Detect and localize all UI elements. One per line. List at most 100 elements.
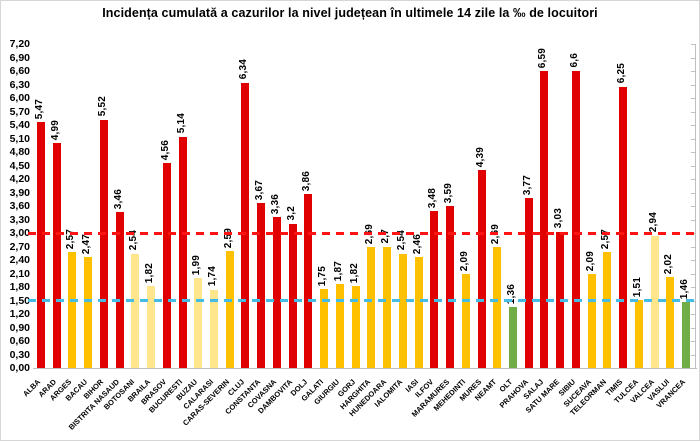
y-axis-tick-label: 2,10 xyxy=(9,267,30,280)
bar-ialomita xyxy=(398,253,407,368)
bar-value-label: 1,99 xyxy=(191,255,203,276)
y-axis-tick-mark xyxy=(691,273,695,275)
bar-bacau xyxy=(84,256,93,368)
bar-value-label: 4,56 xyxy=(159,139,171,160)
y-axis-tick-label: 5,40 xyxy=(9,119,30,131)
bar-value-label: 6,25 xyxy=(616,63,628,84)
y-axis-tick-label: 1,80 xyxy=(9,281,30,293)
bar-galati xyxy=(320,289,329,368)
bar-mehedinti xyxy=(461,273,470,368)
bar-value-label: 2,46 xyxy=(411,234,423,255)
bar-value-label: 2,02 xyxy=(663,253,675,275)
y-axis-tick-label: 3,30 xyxy=(9,213,30,226)
bar-value-label: 3,03 xyxy=(553,208,565,229)
bar-bihor xyxy=(99,119,108,368)
y-axis-tick-label: 0,30 xyxy=(9,348,30,361)
y-axis-tick-label: 3,90 xyxy=(9,186,30,199)
bar-arad xyxy=(52,143,61,368)
y-axis-tick-mark xyxy=(691,219,695,221)
y-axis-tick-label: 0,90 xyxy=(9,321,30,334)
bar-bucuresti xyxy=(178,136,187,368)
bar-alba xyxy=(36,121,45,368)
bar-teleorman xyxy=(603,252,612,368)
bar-sibiu xyxy=(571,71,580,368)
blue-threshold-1.50 xyxy=(28,299,697,302)
y-axis-tick-label: 3,60 xyxy=(9,200,30,212)
bar-value-label: 6,6 xyxy=(568,53,580,68)
bar-cluj xyxy=(241,82,250,368)
y-axis-tick-mark xyxy=(691,179,695,180)
bar-value-label: 1,46 xyxy=(679,279,691,300)
bar-value-label: 5,14 xyxy=(175,113,187,134)
y-axis-tick-label: 6,90 xyxy=(9,51,30,64)
bar-salaj xyxy=(540,71,549,368)
y-axis-tick-label: 6,60 xyxy=(9,65,30,77)
bar-value-label: 1,75 xyxy=(317,265,329,287)
bar-value-label: 6,34 xyxy=(238,59,250,80)
y-axis-tick-mark xyxy=(691,327,695,329)
y-axis-tick-mark xyxy=(691,192,695,194)
bar-timis xyxy=(619,86,628,368)
bar-gorj xyxy=(351,286,360,368)
bar-value-label: 3,48 xyxy=(427,188,439,209)
y-axis-tick-mark xyxy=(691,138,695,140)
y-axis-tick-label: 1,20 xyxy=(9,308,30,320)
y-axis-tick-mark xyxy=(691,98,695,99)
bar-dambovita xyxy=(288,224,297,368)
x-axis-line xyxy=(33,368,697,369)
y-axis-tick-label: 5,10 xyxy=(9,132,30,145)
bar-value-label: 2,94 xyxy=(647,212,659,233)
y-axis-tick-label: 6,00 xyxy=(9,92,30,104)
y-axis-tick-label: 5,70 xyxy=(9,105,30,118)
bar-value-label: 3,36 xyxy=(269,193,281,214)
y-axis-tick-mark xyxy=(691,341,695,342)
bar-value-label: 1,82 xyxy=(144,262,156,284)
y-axis-tick-label: 4,50 xyxy=(9,159,30,172)
bar-value-label: 2,09 xyxy=(584,250,596,271)
chart-title: Incidența cumulată a cazurilor la nivel … xyxy=(102,6,598,20)
bar-arges xyxy=(68,252,77,368)
bar-mures xyxy=(477,170,486,368)
y-axis-tick-mark xyxy=(691,125,695,126)
bar-brasov xyxy=(162,162,171,368)
bar-value-label: 3,46 xyxy=(112,189,124,210)
y-axis-tick-mark xyxy=(691,165,695,167)
bar-caras-severin xyxy=(225,251,234,368)
bar-dolj xyxy=(304,194,313,368)
bar-value-label: 3,59 xyxy=(443,183,455,204)
bar-harghita xyxy=(367,246,376,368)
y-axis-tick-label: 0,00 xyxy=(9,362,30,374)
bar-vaslui xyxy=(666,277,675,368)
y-axis-tick-label: 6,30 xyxy=(9,78,30,91)
y-axis-tick-mark xyxy=(691,206,695,207)
y-axis-tick-label: 3,00 xyxy=(9,227,30,239)
y-axis-tick-label: 4,20 xyxy=(9,173,30,185)
y-axis-tick-mark xyxy=(691,71,695,72)
y-axis-tick-mark xyxy=(691,260,695,261)
y-axis-tick-mark xyxy=(691,152,695,153)
bar-giurgiu xyxy=(335,283,344,368)
bar-suceava xyxy=(587,273,596,368)
bar-value-label: 6,59 xyxy=(537,48,549,69)
right-axis-line xyxy=(695,44,696,369)
bar-maramures xyxy=(446,206,455,368)
bar-neamt xyxy=(493,246,502,368)
bar-value-label: 3,77 xyxy=(521,175,533,196)
bar-value-label: 5,47 xyxy=(33,98,45,119)
y-axis-tick-mark xyxy=(691,84,695,86)
y-axis-tick-mark xyxy=(691,314,695,315)
bar-value-label: 1,51 xyxy=(631,276,643,298)
bar-covasna xyxy=(272,216,281,368)
bar-value-label: 5,52 xyxy=(96,96,108,117)
bar-vrancea xyxy=(682,302,691,368)
bar-iasi xyxy=(414,257,423,368)
bar-value-label: 3,86 xyxy=(301,171,313,192)
bar-constanta xyxy=(257,202,266,368)
y-axis-tick-mark xyxy=(691,246,695,248)
y-axis-tick-label: 4,80 xyxy=(9,146,30,158)
bar-buzau xyxy=(194,278,203,368)
bar-value-label: 1,82 xyxy=(348,262,360,284)
bar-calarasi xyxy=(209,289,218,368)
bar-value-label: 3,2 xyxy=(285,206,297,221)
y-axis-tick-label: 2,40 xyxy=(9,254,30,266)
